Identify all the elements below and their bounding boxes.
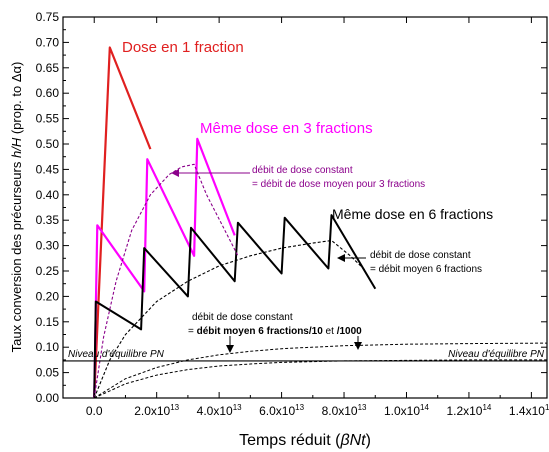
y-tick-label: 0.60 — [36, 86, 60, 100]
x-tick-label: 1.0x1014 — [384, 403, 429, 418]
annotation-debit6-line1: débit de dose constant — [370, 250, 471, 261]
series-line-6 — [93, 342, 548, 399]
annotation-debit6-line2: = débit moyen 6 fractions — [370, 264, 482, 275]
y-tick-label: 0.65 — [36, 61, 60, 75]
series-line-1 — [93, 46, 152, 399]
annotation-debit10-bold: débit moyen 6 fractions/10 — [197, 326, 324, 337]
y-tick-label: 0.30 — [36, 239, 60, 253]
y-tick-label: 0.45 — [36, 162, 60, 176]
annotation-dose-1-fraction: Dose en 1 fraction — [122, 39, 244, 56]
series-line-3 — [93, 214, 377, 399]
annotation-debit10-prefix: = — [188, 326, 197, 337]
y-axis-title: Taux conversion des précurseurs h/H (pro… — [9, 62, 24, 353]
y-tick-label: 0.35 — [36, 213, 60, 227]
series-line-5 — [93, 239, 367, 399]
y-tick-label: 0.55 — [36, 112, 60, 126]
y-axis-ticks: 0.00 0.05 0.10 0.15 0.20 0.25 0.30 0.35 0.40 0.45… — [36, 10, 547, 405]
x-axis-title-main: Temps réduit ( — [239, 432, 341, 449]
annotation-debit10-line2: = débit moyen 6 fractions/10 et /1000 — [188, 326, 362, 337]
x-axis-ticks: 0.0 2.0x1013 4.0x1013 6.0x1013 8.0x1013 1.0x1… — [62, 17, 549, 418]
x-tick-label: 8.0x1013 — [322, 403, 367, 418]
x-axis-title-symbol: βNt — [339, 432, 366, 449]
y-tick-label: 0.25 — [36, 264, 60, 278]
y-tick-label: 0.20 — [36, 289, 60, 303]
y-axis-title-end: (prop. to Δα) — [9, 62, 24, 138]
annotation-dose-3-fractions: Même dose en 3 fractions — [200, 120, 373, 137]
annotation-debit3-line2: = débit de dose moyen pour 3 fractions — [252, 179, 425, 190]
y-tick-label: 0.70 — [36, 35, 60, 49]
y-tick-label: 0.40 — [36, 188, 60, 202]
x-axis-title-end: ) — [366, 432, 371, 449]
x-axis-title: Temps réduit (βNt) — [239, 432, 371, 449]
series-line-7 — [93, 359, 547, 399]
x-tick-label: 0.0 — [86, 404, 103, 418]
annotation-niveau-right: Niveau d'équilibre PN — [448, 349, 545, 360]
y-tick-label: 0.10 — [36, 340, 60, 354]
annotation-debit10-mid: et — [323, 326, 337, 337]
series-line-2 — [93, 137, 236, 399]
y-axis-title-main: Taux conversion des précurseurs — [9, 158, 24, 352]
x-tick-label: 1.4x1014 — [509, 403, 549, 418]
x-tick-label: 4.0x1013 — [197, 403, 242, 418]
x-tick-label: 6.0x1013 — [259, 403, 304, 418]
annotation-debit10-end: /1000 — [337, 326, 362, 337]
series-group — [63, 46, 548, 399]
series-line-4 — [93, 163, 239, 399]
y-tick-label: 0.05 — [36, 366, 60, 380]
x-tick-label: 1.2x1014 — [446, 403, 491, 418]
annotation-debit3-line1: débit de dose constant — [252, 165, 353, 176]
annotation-debit10-line1: débit de dose constant — [192, 312, 293, 323]
annotation-dose-6-fractions: Même dose en 6 fractions — [332, 206, 493, 222]
y-tick-label: 0.50 — [36, 137, 60, 151]
y-axis-title-symbol: h/H — [9, 137, 24, 158]
annotation-niveau-left: Niveau d'équilibre PN — [68, 349, 165, 360]
y-tick-label: 0.75 — [36, 10, 60, 24]
x-tick-label: 2.0x1013 — [134, 403, 179, 418]
y-tick-label: 0.00 — [36, 391, 60, 405]
annotation-arrows — [171, 169, 366, 353]
y-tick-label: 0.15 — [36, 315, 60, 329]
